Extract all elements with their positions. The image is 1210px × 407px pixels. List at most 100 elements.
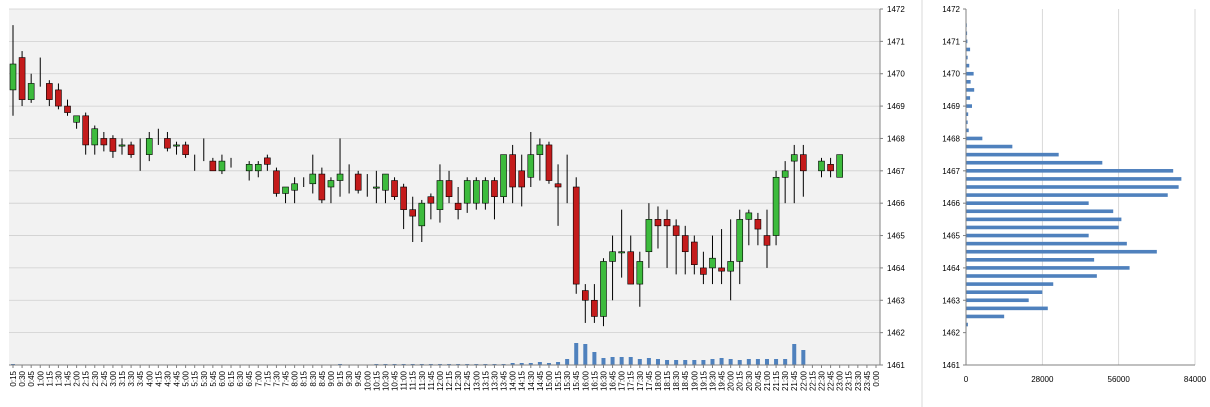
y-tick-label: 1463 [887,296,905,305]
candle-body-up [482,180,489,204]
y-tick-label: 1465 [887,232,905,241]
x-tick-label: 4:45 [173,370,182,386]
profile-bar [966,88,975,92]
candle-body-up [418,202,426,227]
candle-body-down [82,115,89,146]
x-tick-label: 6:30 [236,370,245,386]
profile-x-tick-label: 56000 [1108,375,1131,384]
candle-body-up [709,257,716,269]
candle-body-down [64,105,71,113]
candle-body-down [318,173,326,201]
candle-body-down [209,160,217,172]
profile-bar [966,314,1005,319]
profile-bar [966,306,1048,311]
profile-y-tick-label: 1464 [942,264,960,273]
volume-bar [655,359,660,365]
x-tick-label: 6:15 [227,370,236,386]
x-tick-label: 21:30 [781,370,790,391]
x-tick-label: 0:45 [27,370,36,386]
x-tick-label: 10:45 [391,370,400,391]
profile-bar [966,201,1089,205]
x-tick-label: 3:45 [136,370,145,386]
profile-volume-axis: 0 28000 56000 84000 [964,364,1207,384]
candle-body-down [164,138,171,149]
volume-bar [646,358,651,365]
x-tick-label: 0:00 [872,370,881,386]
volume-bar [519,363,524,365]
candle-body-up [145,138,153,155]
profile-y-tick-label: 1472 [942,5,960,14]
x-tick-label: 23:15 [845,370,854,391]
volume-bar [710,359,715,365]
x-tick-label: 1:45 [64,370,73,386]
x-tick-label: 19:00 [690,370,699,391]
y-tick-label: 1468 [887,134,905,143]
x-tick-label: 22:00 [799,370,808,391]
volume-bar [737,360,742,365]
profile-bar [966,209,1114,214]
candle-body-up [291,183,298,191]
x-tick-label: 1:30 [54,370,63,386]
volume-bar [683,360,688,365]
candle-body-up [91,128,99,146]
candle-body-down [672,225,680,236]
candle-body-up [736,219,744,262]
x-tick-label: 7:30 [272,370,281,386]
x-tick-label: 15:00 [545,370,554,391]
x-tick-label: 22:45 [827,370,836,391]
price-axis: 1461 1462 1463 1464 1465 1466 1467 1468 1469 1470… [879,5,905,370]
x-tick-label: 18:45 [681,370,690,391]
profile-bar [966,160,1103,165]
profile-y-tick-label: 1469 [942,102,960,111]
y-tick-label: 1464 [887,264,905,273]
profile-bar [966,47,971,52]
profile-x-tick-label: 0 [964,375,969,384]
candle-body-down [591,299,598,317]
candle-body-down [700,267,707,275]
x-tick-label: 5:30 [200,370,209,386]
x-tick-label: 4:30 [163,370,172,386]
x-tick-label: 20:45 [754,370,763,391]
candle-body-down [545,144,553,181]
candle-body-up [218,160,226,172]
x-tick-label: 12:00 [436,370,445,391]
volume-bar [792,344,797,365]
profile-y-tick-label: 1463 [942,296,960,305]
candle-body-up [327,180,335,188]
candle-body-down [100,138,108,146]
candle-body-up [118,144,126,147]
x-tick-label: 7:00 [254,370,263,386]
y-tick-label: 1469 [887,102,905,111]
candles [9,25,843,327]
x-tick-label: 10:00 [363,370,372,391]
candle-body-down [800,154,807,172]
candle-body-up [745,212,753,220]
profile-bar [966,112,969,116]
y-tick-label: 1466 [887,199,905,208]
x-tick-label: 13:00 [472,370,481,391]
profile-y-tick-label: 1466 [942,199,960,208]
candle-body-up [373,186,380,189]
volume-bar [674,360,679,365]
candle-body-up [173,144,180,147]
candle-body-up [536,144,544,155]
candle-body-up [618,251,625,254]
x-tick-label: 19:45 [718,370,727,391]
candle-body-down [109,138,117,152]
profile-bar [966,31,968,36]
candle-body-down [509,154,516,188]
x-tick-label: 17:30 [636,370,645,391]
volume-bar [619,357,624,365]
x-tick-label: 17:00 [618,370,627,391]
volume-bars [11,343,806,365]
x-tick-label: 5:15 [191,370,200,386]
x-tick-label: 6:00 [218,370,227,386]
x-tick-label: 16:30 [599,370,608,391]
x-tick-label: 2:45 [100,370,109,386]
x-tick-label: 11:30 [418,370,427,390]
volume-bar [574,343,579,365]
x-tick-label: 3:15 [118,370,127,386]
x-tick-label: 9:45 [354,370,363,386]
y-tick-label: 1462 [887,329,905,338]
x-tick-label: 21:00 [763,370,772,391]
